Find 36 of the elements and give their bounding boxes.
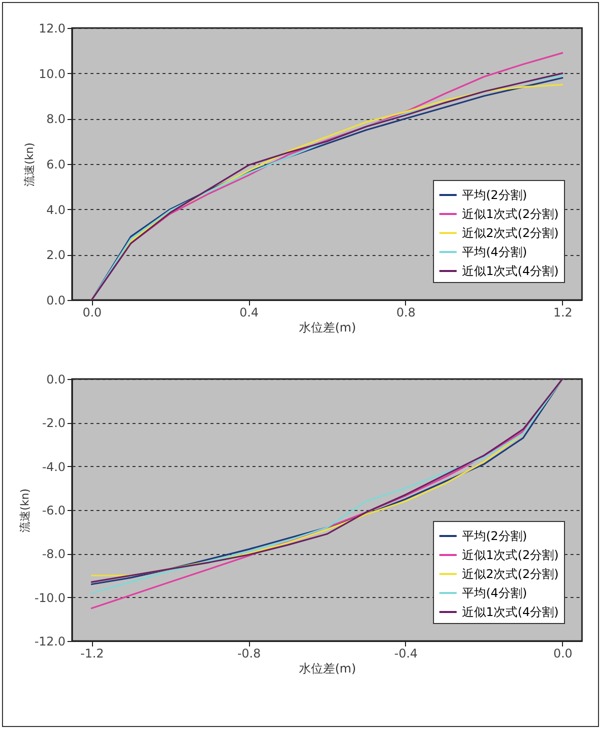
y-tick-label: -2.0 xyxy=(42,416,66,430)
y-tick-label: 2.0 xyxy=(46,248,66,262)
y-tick-label: 6.0 xyxy=(46,158,66,172)
y-axis-title: 流速(kn) xyxy=(18,488,32,532)
y-tick-label: -12.0 xyxy=(34,634,66,648)
x-tick-label: 1.2 xyxy=(553,306,572,320)
x-tick-label: -1.2 xyxy=(80,646,104,660)
y-tick-label: -6.0 xyxy=(42,504,66,518)
y-tick-label: 0.0 xyxy=(46,372,66,386)
legend-label: 平均(2分割) xyxy=(462,529,527,543)
legend-label: 平均(4分割) xyxy=(462,586,527,600)
x-tick-label: 0.0 xyxy=(82,306,102,320)
y-tick-label: 0.0 xyxy=(46,294,66,308)
legend-label: 近似1次式(2分割) xyxy=(462,207,559,221)
x-tick-label: -0.8 xyxy=(237,646,261,660)
x-tick-label: 0.8 xyxy=(396,306,416,320)
legend-label: 近似1次式(4分割) xyxy=(462,264,559,278)
x-axis-title: 水位差(m) xyxy=(298,320,356,334)
legend-label: 近似1次式(2分割) xyxy=(462,548,559,562)
legend-label: 平均(2分割) xyxy=(462,188,527,202)
x-axis-title: 水位差(m) xyxy=(298,662,356,676)
y-tick-label: -10.0 xyxy=(34,590,66,605)
y-tick-label: 8.0 xyxy=(46,112,66,126)
x-tick-label: 0.0 xyxy=(553,646,572,660)
y-tick-label: -4.0 xyxy=(42,460,66,474)
x-tick-label: -0.4 xyxy=(394,646,418,660)
y-tick-label: 10.0 xyxy=(38,66,66,81)
y-tick-label: 4.0 xyxy=(46,202,66,217)
y-axis-title: 流速(kn) xyxy=(22,142,36,186)
legend-label: 近似2次式(2分割) xyxy=(462,226,559,240)
y-tick-label: -8.0 xyxy=(42,547,66,562)
y-tick-label: 12.0 xyxy=(38,22,66,36)
legend-label: 平均(4分割) xyxy=(462,245,527,259)
x-tick-label: 0.4 xyxy=(239,306,259,320)
legend-label: 近似1次式(4分割) xyxy=(462,605,559,619)
legend-label: 近似2次式(2分割) xyxy=(462,567,559,581)
